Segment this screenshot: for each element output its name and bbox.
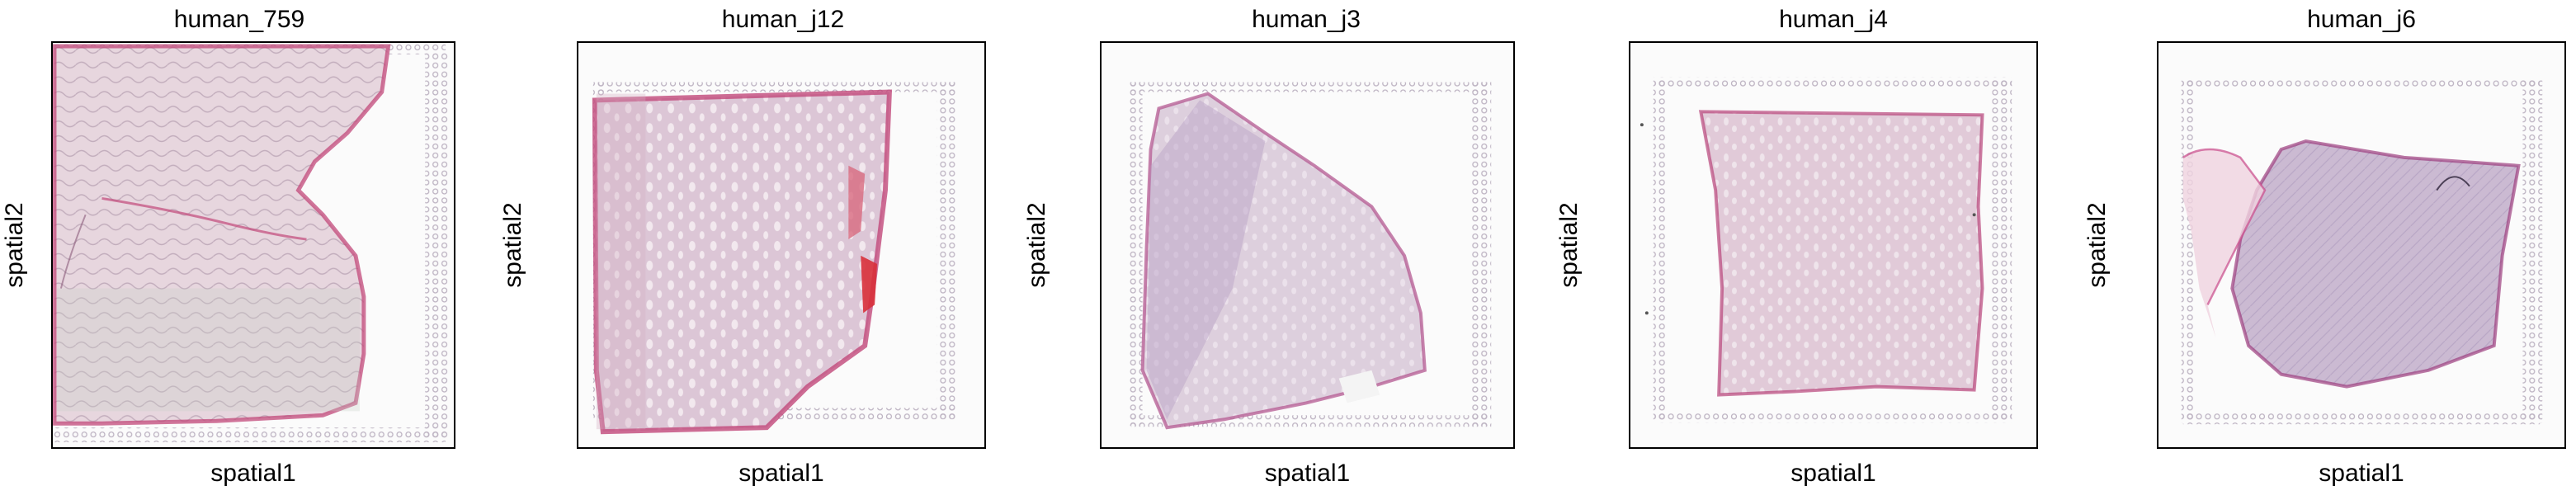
panel-human-j6: human_j6 spatial2 spatial1 <box>2083 0 2576 500</box>
y-axis-label: spatial2 <box>1 202 28 288</box>
panel-title: human_j4 <box>1779 6 1888 33</box>
tissue-image-frame <box>2157 41 2566 449</box>
x-axis-label: spatial1 <box>1264 460 1351 487</box>
tissue-section-image <box>2181 78 2543 425</box>
tissue-image-frame <box>577 41 986 449</box>
x-axis-label: spatial1 <box>210 460 296 487</box>
x-axis-label: spatial1 <box>2319 460 2404 487</box>
panel-human-j12: human_j12 spatial2 spatial1 <box>499 0 1023 500</box>
y-axis-label: spatial2 <box>2083 202 2111 288</box>
x-axis-label: spatial1 <box>738 460 824 487</box>
tissue-section-image <box>1129 82 1492 430</box>
panel-title: human_j3 <box>1252 6 1361 33</box>
tissue-section-image <box>53 43 449 443</box>
y-axis-label: spatial2 <box>499 202 526 288</box>
panel-human-j3: human_j3 spatial2 spatial1 <box>1023 0 1551 500</box>
tissue-image-frame <box>1629 41 2038 449</box>
panel-title: human_j12 <box>721 6 845 33</box>
y-axis-label: spatial2 <box>1555 202 1583 288</box>
x-axis-label: spatial1 <box>1790 460 1876 487</box>
panel-title: human_759 <box>173 6 305 33</box>
panel-human-759: human_759 spatial2 spatial1 <box>0 0 495 500</box>
panel-title: human_j6 <box>2307 6 2416 33</box>
tissue-section-image <box>1639 77 2012 423</box>
tissue-image-frame <box>51 41 455 449</box>
tissue-image-frame <box>1100 41 1515 449</box>
panel-human-j4: human_j4 spatial2 spatial1 <box>1555 0 2079 500</box>
y-axis-label: spatial2 <box>1023 202 1050 288</box>
tissue-section-image <box>592 82 957 435</box>
